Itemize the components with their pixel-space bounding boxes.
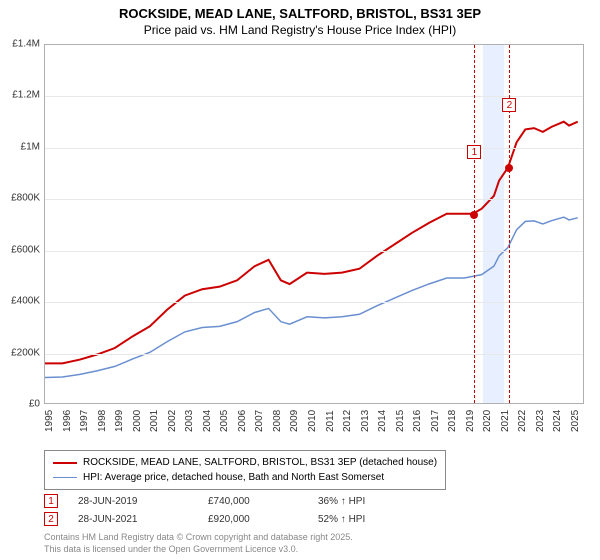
x-tick-label: 2016 [412, 410, 423, 432]
legend-label: HPI: Average price, detached house, Bath… [83, 470, 384, 485]
x-tick-label: 2019 [465, 410, 476, 432]
gridline [45, 302, 583, 303]
x-tick-label: 2024 [552, 410, 563, 432]
x-tick-label: 2023 [535, 410, 546, 432]
event-row-price: £920,000 [208, 514, 298, 525]
legend-label: ROCKSIDE, MEAD LANE, SALTFORD, BRISTOL, … [83, 455, 437, 470]
attribution: Contains HM Land Registry data © Crown c… [44, 532, 353, 555]
y-tick-label: £200K [11, 347, 40, 358]
x-tick-label: 2014 [377, 410, 388, 432]
x-tick-label: 2018 [447, 410, 458, 432]
series-price_paid [45, 122, 578, 364]
x-tick-label: 2009 [289, 410, 300, 432]
event-row-marker: 1 [44, 494, 58, 508]
event-point [470, 211, 478, 219]
legend-row: ROCKSIDE, MEAD LANE, SALTFORD, BRISTOL, … [53, 455, 437, 470]
y-tick-label: £1.4M [12, 39, 40, 50]
gridline [45, 354, 583, 355]
x-tick-label: 2008 [272, 410, 283, 432]
legend-swatch [53, 462, 77, 464]
event-label-box: 1 [467, 145, 481, 159]
y-axis: £0£200K£400K£600K£800K£1M£1.2M£1.4M [0, 44, 44, 404]
event-row-date: 28-JUN-2021 [78, 514, 188, 525]
x-tick-label: 2015 [395, 410, 406, 432]
gridline [45, 148, 583, 149]
x-tick-label: 1997 [79, 410, 90, 432]
attribution-line2: This data is licensed under the Open Gov… [44, 544, 353, 556]
event-row-price: £740,000 [208, 496, 298, 507]
x-tick-label: 2022 [517, 410, 528, 432]
legend-swatch [53, 477, 77, 478]
event-row: 1 28-JUN-2019 £740,000 36% ↑ HPI [44, 492, 365, 510]
x-tick-label: 2000 [132, 410, 143, 432]
x-tick-label: 1998 [97, 410, 108, 432]
event-row: 2 28-JUN-2021 £920,000 52% ↑ HPI [44, 510, 365, 528]
y-tick-label: £1M [21, 141, 40, 152]
x-tick-label: 2003 [184, 410, 195, 432]
attribution-line1: Contains HM Land Registry data © Crown c… [44, 532, 353, 544]
x-tick-label: 2017 [430, 410, 441, 432]
x-tick-label: 2002 [167, 410, 178, 432]
x-tick-label: 2021 [500, 410, 511, 432]
x-tick-label: 2011 [325, 410, 336, 432]
y-tick-label: £400K [11, 296, 40, 307]
x-tick-label: 1996 [62, 410, 73, 432]
x-tick-label: 2006 [237, 410, 248, 432]
x-tick-label: 1995 [44, 410, 55, 432]
y-tick-label: £1.2M [12, 90, 40, 101]
y-tick-label: £0 [29, 399, 40, 410]
x-tick-label: 2007 [254, 410, 265, 432]
x-tick-label: 2025 [570, 410, 581, 432]
x-tick-label: 2001 [149, 410, 160, 432]
event-table: 1 28-JUN-2019 £740,000 36% ↑ HPI 2 28-JUN-202… [44, 492, 365, 528]
event-row-delta: 36% ↑ HPI [318, 496, 365, 507]
legend-row: HPI: Average price, detached house, Bath… [53, 470, 437, 485]
chart-plot-area: 12 [44, 44, 584, 404]
legend: ROCKSIDE, MEAD LANE, SALTFORD, BRISTOL, … [44, 450, 446, 490]
x-tick-label: 2010 [307, 410, 318, 432]
x-tick-label: 1999 [114, 410, 125, 432]
gridline [45, 251, 583, 252]
chart-title-line2: Price paid vs. HM Land Registry's House … [0, 23, 600, 39]
x-tick-label: 2012 [342, 410, 353, 432]
x-axis: 1995 1996 1997 1998 1999 2000 2001 2002 2003 2004… [44, 404, 584, 444]
event-line [474, 45, 475, 403]
event-row-marker: 2 [44, 512, 58, 526]
gridline [45, 199, 583, 200]
chart-container: ROCKSIDE, MEAD LANE, SALTFORD, BRISTOL, … [0, 0, 600, 560]
y-tick-label: £800K [11, 193, 40, 204]
x-tick-label: 2013 [360, 410, 371, 432]
x-tick-label: 2005 [219, 410, 230, 432]
chart-title-line1: ROCKSIDE, MEAD LANE, SALTFORD, BRISTOL, … [0, 0, 600, 23]
y-tick-label: £600K [11, 244, 40, 255]
event-row-delta: 52% ↑ HPI [318, 514, 365, 525]
x-tick-label: 2020 [482, 410, 493, 432]
x-tick-label: 2004 [202, 410, 213, 432]
event-point [505, 164, 513, 172]
event-row-date: 28-JUN-2019 [78, 496, 188, 507]
event-label-box: 2 [502, 98, 516, 112]
gridline [45, 96, 583, 97]
